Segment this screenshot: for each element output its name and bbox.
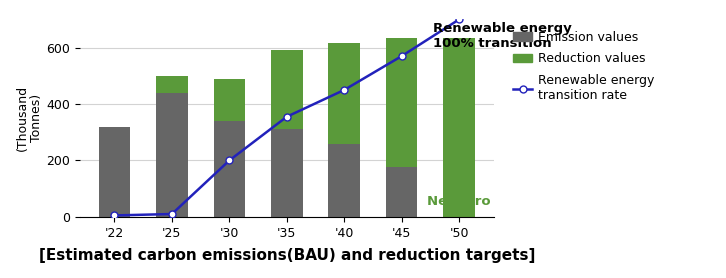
Bar	[156, 93, 188, 217]
X-axis label: [Estimated carbon emissions(BAU) and reduction targets]: [Estimated carbon emissions(BAU) and red…	[38, 248, 535, 263]
Y-axis label: (Thousand
Tonnes): (Thousand Tonnes)	[15, 85, 44, 151]
Bar	[444, 38, 475, 217]
Bar	[271, 51, 303, 130]
Text: Net zero: Net zero	[428, 195, 491, 208]
Bar	[328, 43, 360, 143]
Bar	[156, 76, 188, 93]
Bar	[328, 143, 360, 217]
Legend: Emission values, Reduction values, Renewable energy
transition rate: Emission values, Reduction values, Renew…	[508, 26, 660, 107]
Bar	[213, 79, 245, 121]
Bar	[213, 121, 245, 217]
Bar	[99, 127, 130, 217]
Bar	[271, 130, 303, 217]
Bar	[386, 167, 417, 217]
Bar	[386, 38, 417, 167]
Bar	[99, 126, 130, 127]
Text: Renewable energy
100% transition: Renewable energy 100% transition	[433, 22, 572, 50]
